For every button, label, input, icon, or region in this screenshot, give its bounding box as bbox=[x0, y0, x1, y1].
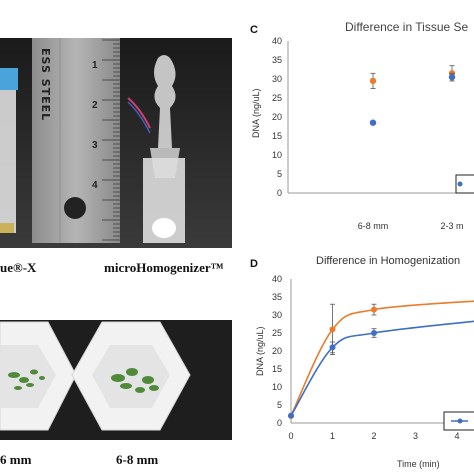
chart-d-y-tick: 15 bbox=[272, 364, 282, 374]
chart-c-ylabel: DNA (ng/uL) bbox=[251, 88, 261, 138]
photo-tissue bbox=[0, 320, 232, 440]
chart-d-y-tick: 30 bbox=[272, 310, 282, 320]
tube-left bbox=[0, 88, 16, 233]
chart-d-series-line bbox=[290, 320, 474, 417]
chart-c-point bbox=[369, 119, 377, 126]
chart-d-title: Difference in Homogenization bbox=[316, 255, 460, 267]
chart-d-ylabel: DNA (ng/uL) bbox=[255, 326, 265, 376]
chart-d-point bbox=[329, 326, 336, 333]
pestle bbox=[154, 55, 176, 148]
photo-devices: ESS STEEL 1 2 3 4 bbox=[0, 38, 232, 248]
chart-c-y-tick: 15 bbox=[272, 131, 282, 141]
chart-d: Difference in Homogenization DNA (ng/uL)… bbox=[255, 255, 474, 469]
chart-c-y-tick: 20 bbox=[272, 112, 282, 122]
chart-d-point bbox=[329, 344, 336, 351]
ruler-number-2: 2 bbox=[92, 100, 98, 111]
chart-d-x-tick: 4 bbox=[454, 431, 459, 441]
chart-c-x-tick: 6-8 mm bbox=[358, 221, 389, 231]
ruler-text: ESS STEEL bbox=[39, 48, 52, 122]
chart-c-y-tick: 0 bbox=[277, 188, 282, 198]
chart-d-x-tick: 0 bbox=[288, 431, 293, 441]
chart-d-x-tick: 1 bbox=[330, 431, 335, 441]
chart-d-y-tick: 10 bbox=[272, 382, 282, 392]
ruler-number-4: 4 bbox=[92, 180, 98, 191]
chart-d-x-tick: 2 bbox=[371, 431, 376, 441]
chart-d-y-tick: 40 bbox=[272, 274, 282, 284]
chart-c-y-tick: 30 bbox=[272, 74, 282, 84]
label-left-device: ue®-X bbox=[0, 260, 37, 275]
chart-d-y-tick: 0 bbox=[277, 418, 282, 428]
chart-c-y-tick: 5 bbox=[277, 169, 282, 179]
chart-c-point bbox=[448, 73, 456, 81]
chart-c-point bbox=[369, 77, 377, 85]
chart-d-y-tick: 5 bbox=[277, 400, 282, 410]
chart-c-title: Difference in Tissue Se bbox=[345, 20, 469, 34]
chart-d-xlabel: Time (min) bbox=[397, 459, 440, 469]
ruler-number-3: 3 bbox=[92, 140, 98, 151]
label-size-small: 6 mm bbox=[0, 452, 32, 467]
chart-d-point bbox=[371, 306, 377, 313]
chart-c: Difference in Tissue Se DNA (ng/uL) size… bbox=[251, 20, 474, 231]
label-size-large: 6-8 mm bbox=[116, 452, 159, 467]
chart-c-y-tick: 40 bbox=[272, 36, 282, 46]
chart-d-point bbox=[288, 412, 294, 419]
chart-c-legend-box bbox=[455, 174, 474, 194]
chart-d-series-line bbox=[290, 300, 474, 417]
chart-c-y-tick: 35 bbox=[272, 55, 282, 65]
chart-d-y-tick: 20 bbox=[272, 346, 282, 356]
chart-d-y-tick: 35 bbox=[272, 292, 282, 302]
chart-d-y-tick: 25 bbox=[272, 328, 282, 338]
chart-c-y-tick: 25 bbox=[272, 93, 282, 103]
ruler-number-1: 1 bbox=[92, 60, 98, 71]
chart-d-x-tick: 3 bbox=[413, 431, 418, 441]
panel-c-letter: C bbox=[250, 24, 258, 36]
chart-c-y-tick: 10 bbox=[272, 150, 282, 160]
chart-d-legend-marker bbox=[457, 418, 463, 424]
label-microhomogenizer: microHomogenizer™ bbox=[104, 260, 224, 275]
chart-c-x-tick: 2-3 m bbox=[440, 221, 463, 231]
chart-d-point bbox=[371, 330, 377, 336]
chart-c-legend-marker bbox=[457, 181, 463, 187]
panel-d-letter: D bbox=[250, 258, 258, 270]
ruler-hole bbox=[64, 197, 86, 219]
